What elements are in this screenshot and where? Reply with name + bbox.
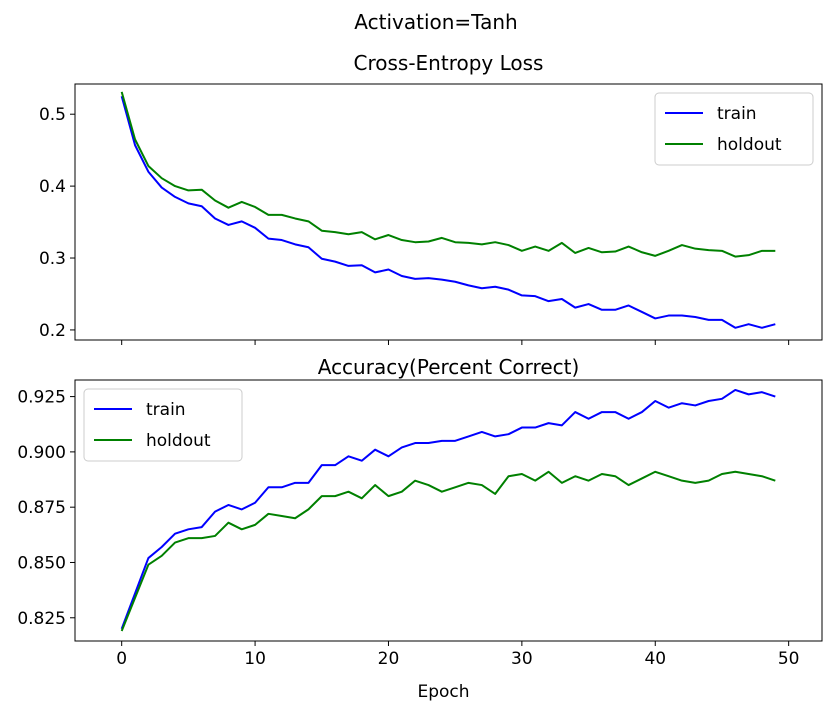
- accuracy-ytick-label: 0.825: [17, 609, 66, 629]
- loss-ytick-label: 0.2: [39, 321, 66, 341]
- accuracy-xtick-label: 30: [511, 649, 533, 669]
- accuracy-ytick-label: 0.900: [17, 443, 66, 463]
- loss-chart-title: Cross-Entropy Loss: [354, 51, 544, 75]
- accuracy-axes-frame: [74, 379, 823, 642]
- loss-plot-area: [120, 91, 776, 329]
- accuracy-legend: train holdout: [83, 388, 243, 462]
- accuracy-xtick-label: 50: [778, 649, 800, 669]
- loss-ytick-label: 0.4: [39, 177, 66, 197]
- loss-ytick-label: 0.5: [39, 105, 66, 125]
- accuracy-series-train: [120, 388, 776, 630]
- loss-legend-label-train: train: [717, 104, 757, 124]
- loss-series-train: [120, 95, 776, 329]
- accuracy-chart: Accuracy(Percent Correct) 0 10 20 30 40 50 0.82…: [17, 355, 823, 702]
- accuracy-ytick-label: 0.850: [17, 553, 66, 573]
- figure-suptitle: Activation=Tanh: [354, 10, 517, 34]
- accuracy-legend-box: [83, 388, 243, 462]
- loss-axes-frame: [74, 83, 823, 341]
- accuracy-ytick-label: 0.875: [17, 498, 66, 518]
- loss-series-holdout: [120, 91, 776, 258]
- accuracy-series-holdout: [120, 470, 776, 632]
- loss-chart: Cross-Entropy Loss 0.2 0.3 0.4 0.5 train holdo…: [39, 51, 823, 345]
- accuracy-xtick-label: 40: [644, 649, 666, 669]
- loss-legend-label-holdout: holdout: [717, 135, 782, 155]
- loss-legend: train holdout: [654, 92, 814, 166]
- accuracy-ytick-label: 0.925: [17, 388, 66, 408]
- accuracy-xlabel: Epoch: [417, 682, 469, 702]
- accuracy-chart-title: Accuracy(Percent Correct): [318, 355, 580, 379]
- accuracy-legend-label-holdout: holdout: [146, 431, 211, 451]
- accuracy-xtick-label: 10: [244, 649, 266, 669]
- accuracy-legend-label-train: train: [146, 400, 186, 420]
- loss-ytick-label: 0.3: [39, 249, 66, 269]
- loss-legend-box: [654, 92, 814, 166]
- accuracy-xtick-label: 20: [378, 649, 400, 669]
- accuracy-plot-area: [120, 388, 776, 632]
- accuracy-xtick-label: 0: [116, 649, 127, 669]
